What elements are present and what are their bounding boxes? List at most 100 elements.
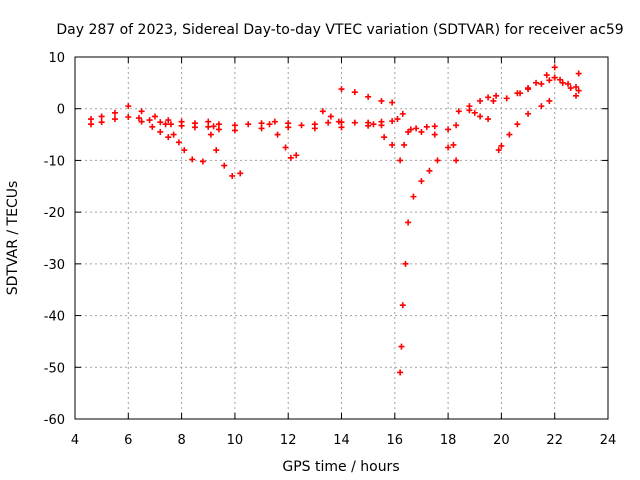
series-arc-21 [517,74,582,97]
data-point [151,113,158,120]
series-arc-20 [495,97,553,154]
data-point [514,121,521,128]
data-point [525,110,532,117]
series-arc-22 [551,74,580,99]
data-point [165,134,172,141]
data-point [389,99,396,106]
data-point [205,118,212,125]
data-point [431,131,438,138]
series-arc-9 [319,108,342,125]
x-tick-label: 4 [71,433,79,448]
data-point [445,144,452,151]
y-tick-label: 10 [48,51,65,66]
data-point [557,76,564,83]
series-arc-23 [575,70,582,77]
data-point [538,103,545,110]
chart-title: Day 287 of 2023, Sidereal Day-to-day VTE… [56,22,623,38]
data-point [485,116,492,123]
data-point [111,109,118,116]
data-point [229,172,236,179]
data-point [215,121,222,128]
data-point [517,90,524,97]
data-point [503,95,510,102]
data-point [405,219,412,226]
data-point [538,80,545,87]
data-point [402,260,409,267]
data-point [191,124,198,131]
data-point [399,110,406,117]
x-tick-label: 18 [440,433,457,448]
data-point [378,122,385,129]
data-point [327,113,334,120]
data-point [125,103,132,110]
series-arc-2 [87,113,217,131]
data-point [175,139,182,146]
data-point [543,72,550,79]
x-tick-label: 22 [546,433,563,448]
data-point [546,97,553,104]
y-axis-label: SDTVAR / TECUs [5,181,21,296]
data-point [311,125,318,132]
data-point [146,117,153,124]
data-point [477,97,484,104]
data-point [199,158,206,165]
data-point [170,131,177,138]
data-point [215,126,222,133]
data-point [394,116,401,123]
data-point [418,178,425,185]
data-point [559,79,566,86]
data-point [573,92,580,99]
series-arc-13 [397,141,457,376]
x-tick-label: 12 [280,433,297,448]
data-point [370,121,377,128]
data-point [285,124,292,131]
data-point [407,126,414,133]
data-point [551,74,558,81]
data-point [389,118,396,125]
data-point [418,128,425,135]
data-point [413,125,420,132]
data-point [450,141,457,148]
data-point [533,79,540,86]
data-point [351,89,358,96]
data-point [231,127,238,134]
data-point [298,122,305,129]
data-point [365,93,372,100]
data-point [325,119,332,126]
data-point [565,80,572,87]
y-tick-label: -10 [44,154,65,169]
data-point [426,167,433,174]
data-point [162,121,169,128]
series-arc-5 [207,131,244,179]
y-tick-label: -40 [44,310,65,325]
y-tick-label: -30 [44,258,65,273]
data-point [397,157,404,164]
series-arc-11 [370,121,396,148]
data-point [338,124,345,131]
data-point [231,122,238,129]
data-point [319,108,326,115]
data-point [575,70,582,77]
data-points-layer [87,64,582,376]
data-point [111,116,118,123]
data-point [351,119,358,126]
data-point [135,115,142,122]
y-tick-label: -60 [44,413,65,428]
data-point [98,113,105,120]
data-point [495,147,502,154]
data-point [455,108,462,115]
data-point [575,87,582,94]
data-point [138,108,145,115]
data-point [335,118,342,125]
data-point [149,123,156,130]
series-arc-14 [397,123,438,164]
data-point [365,122,372,129]
data-point [434,157,441,164]
data-point [423,123,430,130]
data-point [258,120,265,127]
data-point [245,121,252,128]
data-point [271,118,278,125]
data-point [471,109,478,116]
data-point [453,157,460,164]
data-point [293,152,300,159]
